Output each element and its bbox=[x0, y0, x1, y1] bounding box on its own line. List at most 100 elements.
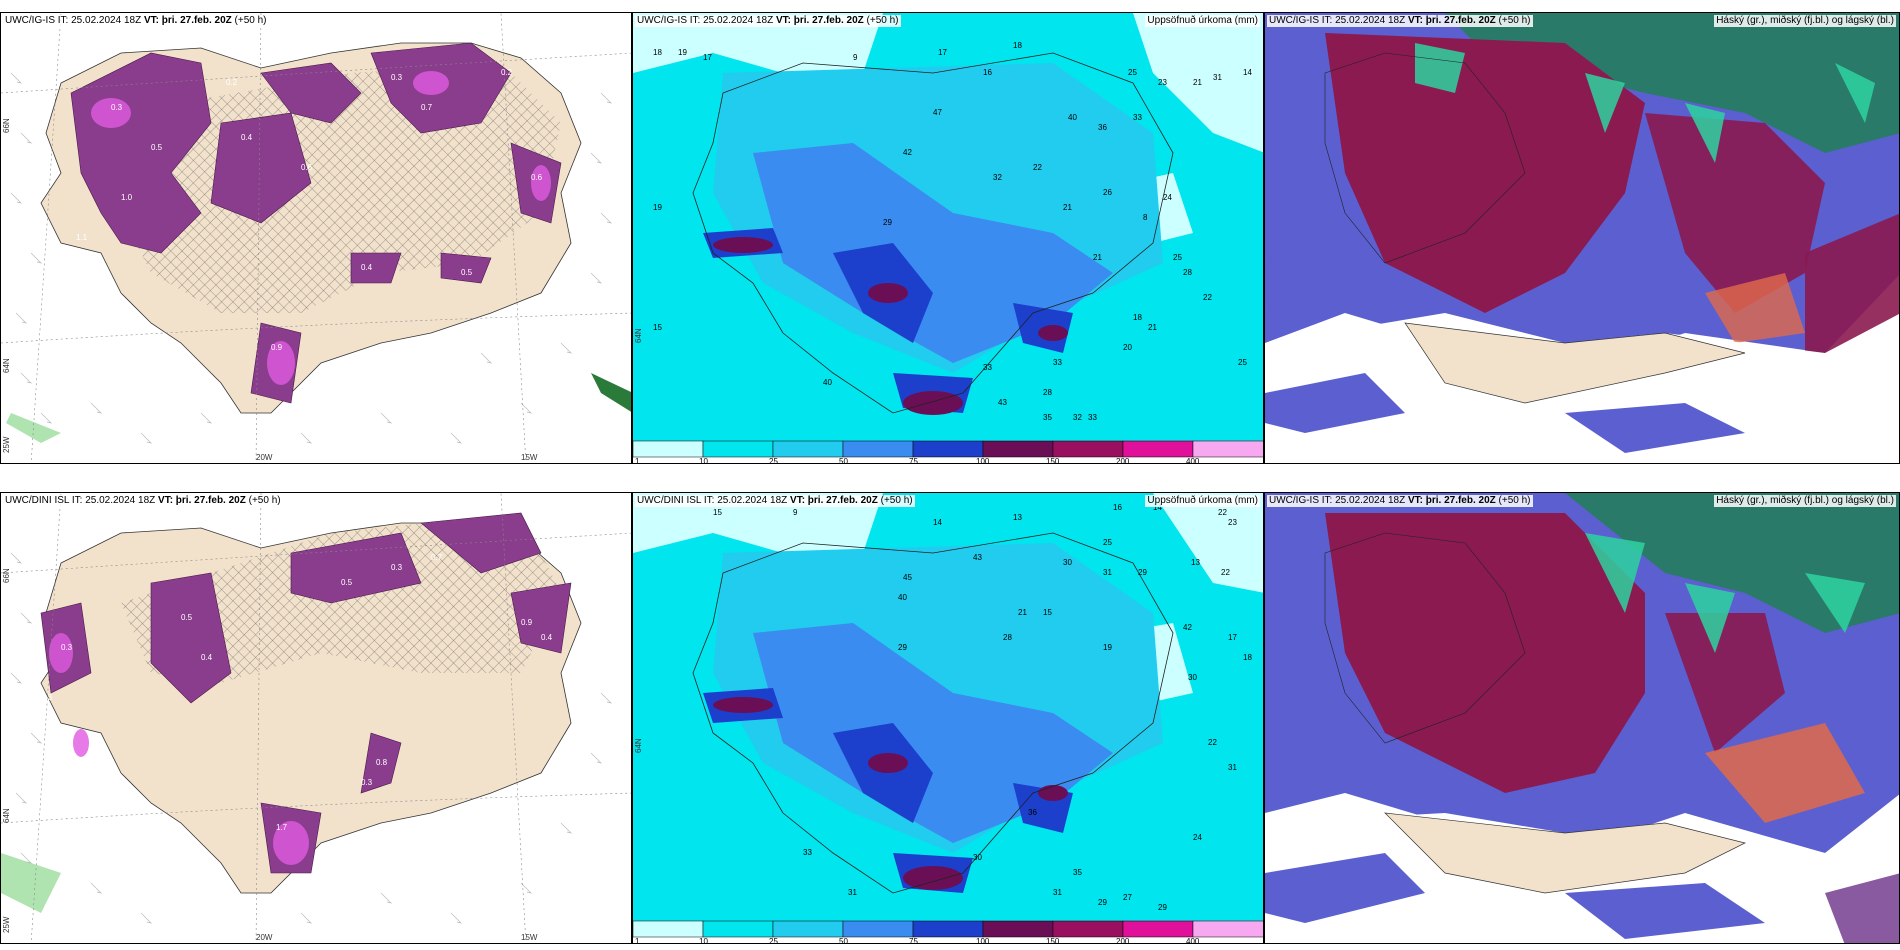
precip-value: 42 bbox=[903, 148, 912, 157]
lat-label: 66N bbox=[2, 118, 11, 133]
precip-value: 40 bbox=[898, 593, 907, 602]
precip-value: 14 bbox=[933, 518, 942, 527]
precip-value: 16 bbox=[983, 68, 992, 77]
lat-label: 64N bbox=[634, 738, 643, 753]
precip-value: 22 bbox=[1221, 568, 1230, 577]
precip-value: 21 bbox=[1148, 323, 1157, 332]
legend-tick: 200 bbox=[1116, 457, 1130, 464]
precip-value: 25 bbox=[1128, 68, 1137, 77]
panel-variable-label: Uppsöfnuð úrkoma (mm) bbox=[1145, 15, 1260, 27]
snow-value: 0.9 bbox=[271, 343, 283, 352]
precip-value: 22 bbox=[1218, 508, 1227, 517]
snow-value: 0.2 bbox=[226, 78, 238, 87]
snow-value: 1.7 bbox=[276, 823, 288, 832]
precip-value: 30 bbox=[1063, 558, 1072, 567]
snow-value: 0.3 bbox=[361, 778, 373, 787]
precip-value: 33 bbox=[983, 363, 992, 372]
precip-value: 29 bbox=[883, 218, 892, 227]
precip-value: 25 bbox=[1173, 253, 1182, 262]
panel-variable-label: Uppsöfnuð úrkoma (mm) bbox=[1145, 495, 1260, 507]
legend-tick: 100 bbox=[976, 937, 990, 944]
precip-value: 43 bbox=[973, 553, 982, 562]
precip-value: 35 bbox=[1043, 413, 1052, 422]
precip-value: 17 bbox=[938, 48, 947, 57]
precip-value: 31 bbox=[1053, 888, 1062, 897]
precip-value: 14 bbox=[1153, 503, 1162, 512]
precip-value: 17 bbox=[1228, 633, 1237, 642]
snow-value: 0.4 bbox=[201, 653, 213, 662]
panel-top-precip: UWC/IG-IS IT: 25.02.2024 18Z VT: þri. 27… bbox=[632, 12, 1264, 464]
snow-value: 1.3 bbox=[41, 693, 53, 702]
snow-value: 0.2 bbox=[501, 68, 513, 77]
precip-value: 25 bbox=[1103, 538, 1112, 547]
precip-value: 21 bbox=[1093, 253, 1102, 262]
precip-value: 22 bbox=[1033, 163, 1042, 172]
snow-map-bottom bbox=[1, 493, 631, 943]
lon-label: 15W bbox=[521, 453, 538, 462]
precip-value: 45 bbox=[903, 573, 912, 582]
precip-value: 15 bbox=[1043, 608, 1052, 617]
legend-tick: 400 bbox=[1186, 457, 1200, 464]
precip-value: 28 bbox=[1043, 388, 1052, 397]
precip-value: 18 bbox=[1013, 41, 1022, 50]
panel-title: UWC/IG-IS IT: 25.02.2024 18Z VT: þri. 27… bbox=[635, 15, 901, 27]
panel-title: UWC/IG-IS IT: 25.02.2024 18Z VT: þri. 27… bbox=[3, 15, 269, 27]
precip-value: 29 bbox=[1158, 903, 1167, 912]
precip-value: 30 bbox=[973, 853, 982, 862]
legend-tick: 150 bbox=[1046, 937, 1060, 944]
precip-value: 13 bbox=[1191, 558, 1200, 567]
precip-value: 19 bbox=[653, 203, 662, 212]
precip-legend-top bbox=[633, 440, 1263, 463]
cloud-map-top bbox=[1265, 13, 1899, 463]
panel-title: UWC/DINI ISL IT: 25.02.2024 18Z VT: þri.… bbox=[635, 495, 915, 507]
legend-tick: 75 bbox=[909, 937, 918, 944]
legend-tick: 400 bbox=[1186, 937, 1200, 944]
lat-label: 64N bbox=[2, 358, 11, 373]
precip-value: 35 bbox=[1073, 868, 1082, 877]
snow-value: 0.3 bbox=[391, 73, 403, 82]
legend-tick: 200 bbox=[1116, 937, 1130, 944]
precip-value: 21 bbox=[1018, 608, 1027, 617]
panel-title: UWC/IG-IS IT: 25.02.2024 18Z VT: þri. 27… bbox=[1267, 15, 1533, 27]
precip-value: 29 bbox=[1098, 898, 1107, 907]
precip-value: 40 bbox=[1068, 113, 1077, 122]
lat-label: 66N bbox=[2, 568, 11, 583]
precip-value: 29 bbox=[1138, 568, 1147, 577]
snow-value: 0.6 bbox=[531, 173, 543, 182]
snow-value: 0.3 bbox=[111, 103, 123, 112]
precip-value: 36 bbox=[1028, 808, 1037, 817]
precip-value: 24 bbox=[1163, 193, 1172, 202]
legend-tick: 10 bbox=[699, 457, 708, 464]
precip-value: 22 bbox=[1203, 293, 1212, 302]
legend-tick: 25 bbox=[769, 937, 778, 944]
snow-depth-areas bbox=[40, 512, 572, 874]
legend-tick: 150 bbox=[1046, 457, 1060, 464]
precip-value: 18 bbox=[1133, 313, 1142, 322]
precip-map-bottom bbox=[633, 493, 1263, 943]
lon-label: 20W bbox=[256, 933, 273, 942]
precip-value: 33 bbox=[1133, 113, 1142, 122]
precip-value: 8 bbox=[1143, 213, 1148, 222]
snow-value: 0.3 bbox=[61, 643, 73, 652]
snow-value: 1.1 bbox=[76, 233, 88, 242]
lat-label: 25W bbox=[2, 436, 11, 453]
legend-tick: 1 bbox=[635, 457, 640, 464]
snow-value: 0.5 bbox=[181, 613, 193, 622]
panel-variable-label: Háský (gr.), miðský (fj.bl.) og lágský (… bbox=[1714, 495, 1896, 507]
precip-value: 15 bbox=[653, 323, 662, 332]
snow-value: 0.4 bbox=[541, 633, 553, 642]
lat-label: 25W bbox=[2, 916, 11, 933]
precip-value: 31 bbox=[1103, 568, 1112, 577]
panel-top-clouds: UWC/IG-IS IT: 25.02.2024 18Z VT: þri. 27… bbox=[1264, 12, 1900, 464]
legend-tick: 75 bbox=[909, 457, 918, 464]
precip-value: 13 bbox=[1013, 513, 1022, 522]
lon-label: 15W bbox=[521, 933, 538, 942]
precip-value: 31 bbox=[1228, 763, 1237, 772]
legend-tick: 100 bbox=[976, 457, 990, 464]
precip-value: 23 bbox=[1158, 78, 1167, 87]
precip-value: 14 bbox=[1243, 68, 1252, 77]
snow-value: 0.7 bbox=[421, 103, 433, 112]
precip-map-top bbox=[633, 13, 1263, 463]
precip-value: 18 bbox=[1243, 653, 1252, 662]
precip-value: 42 bbox=[1183, 623, 1192, 632]
